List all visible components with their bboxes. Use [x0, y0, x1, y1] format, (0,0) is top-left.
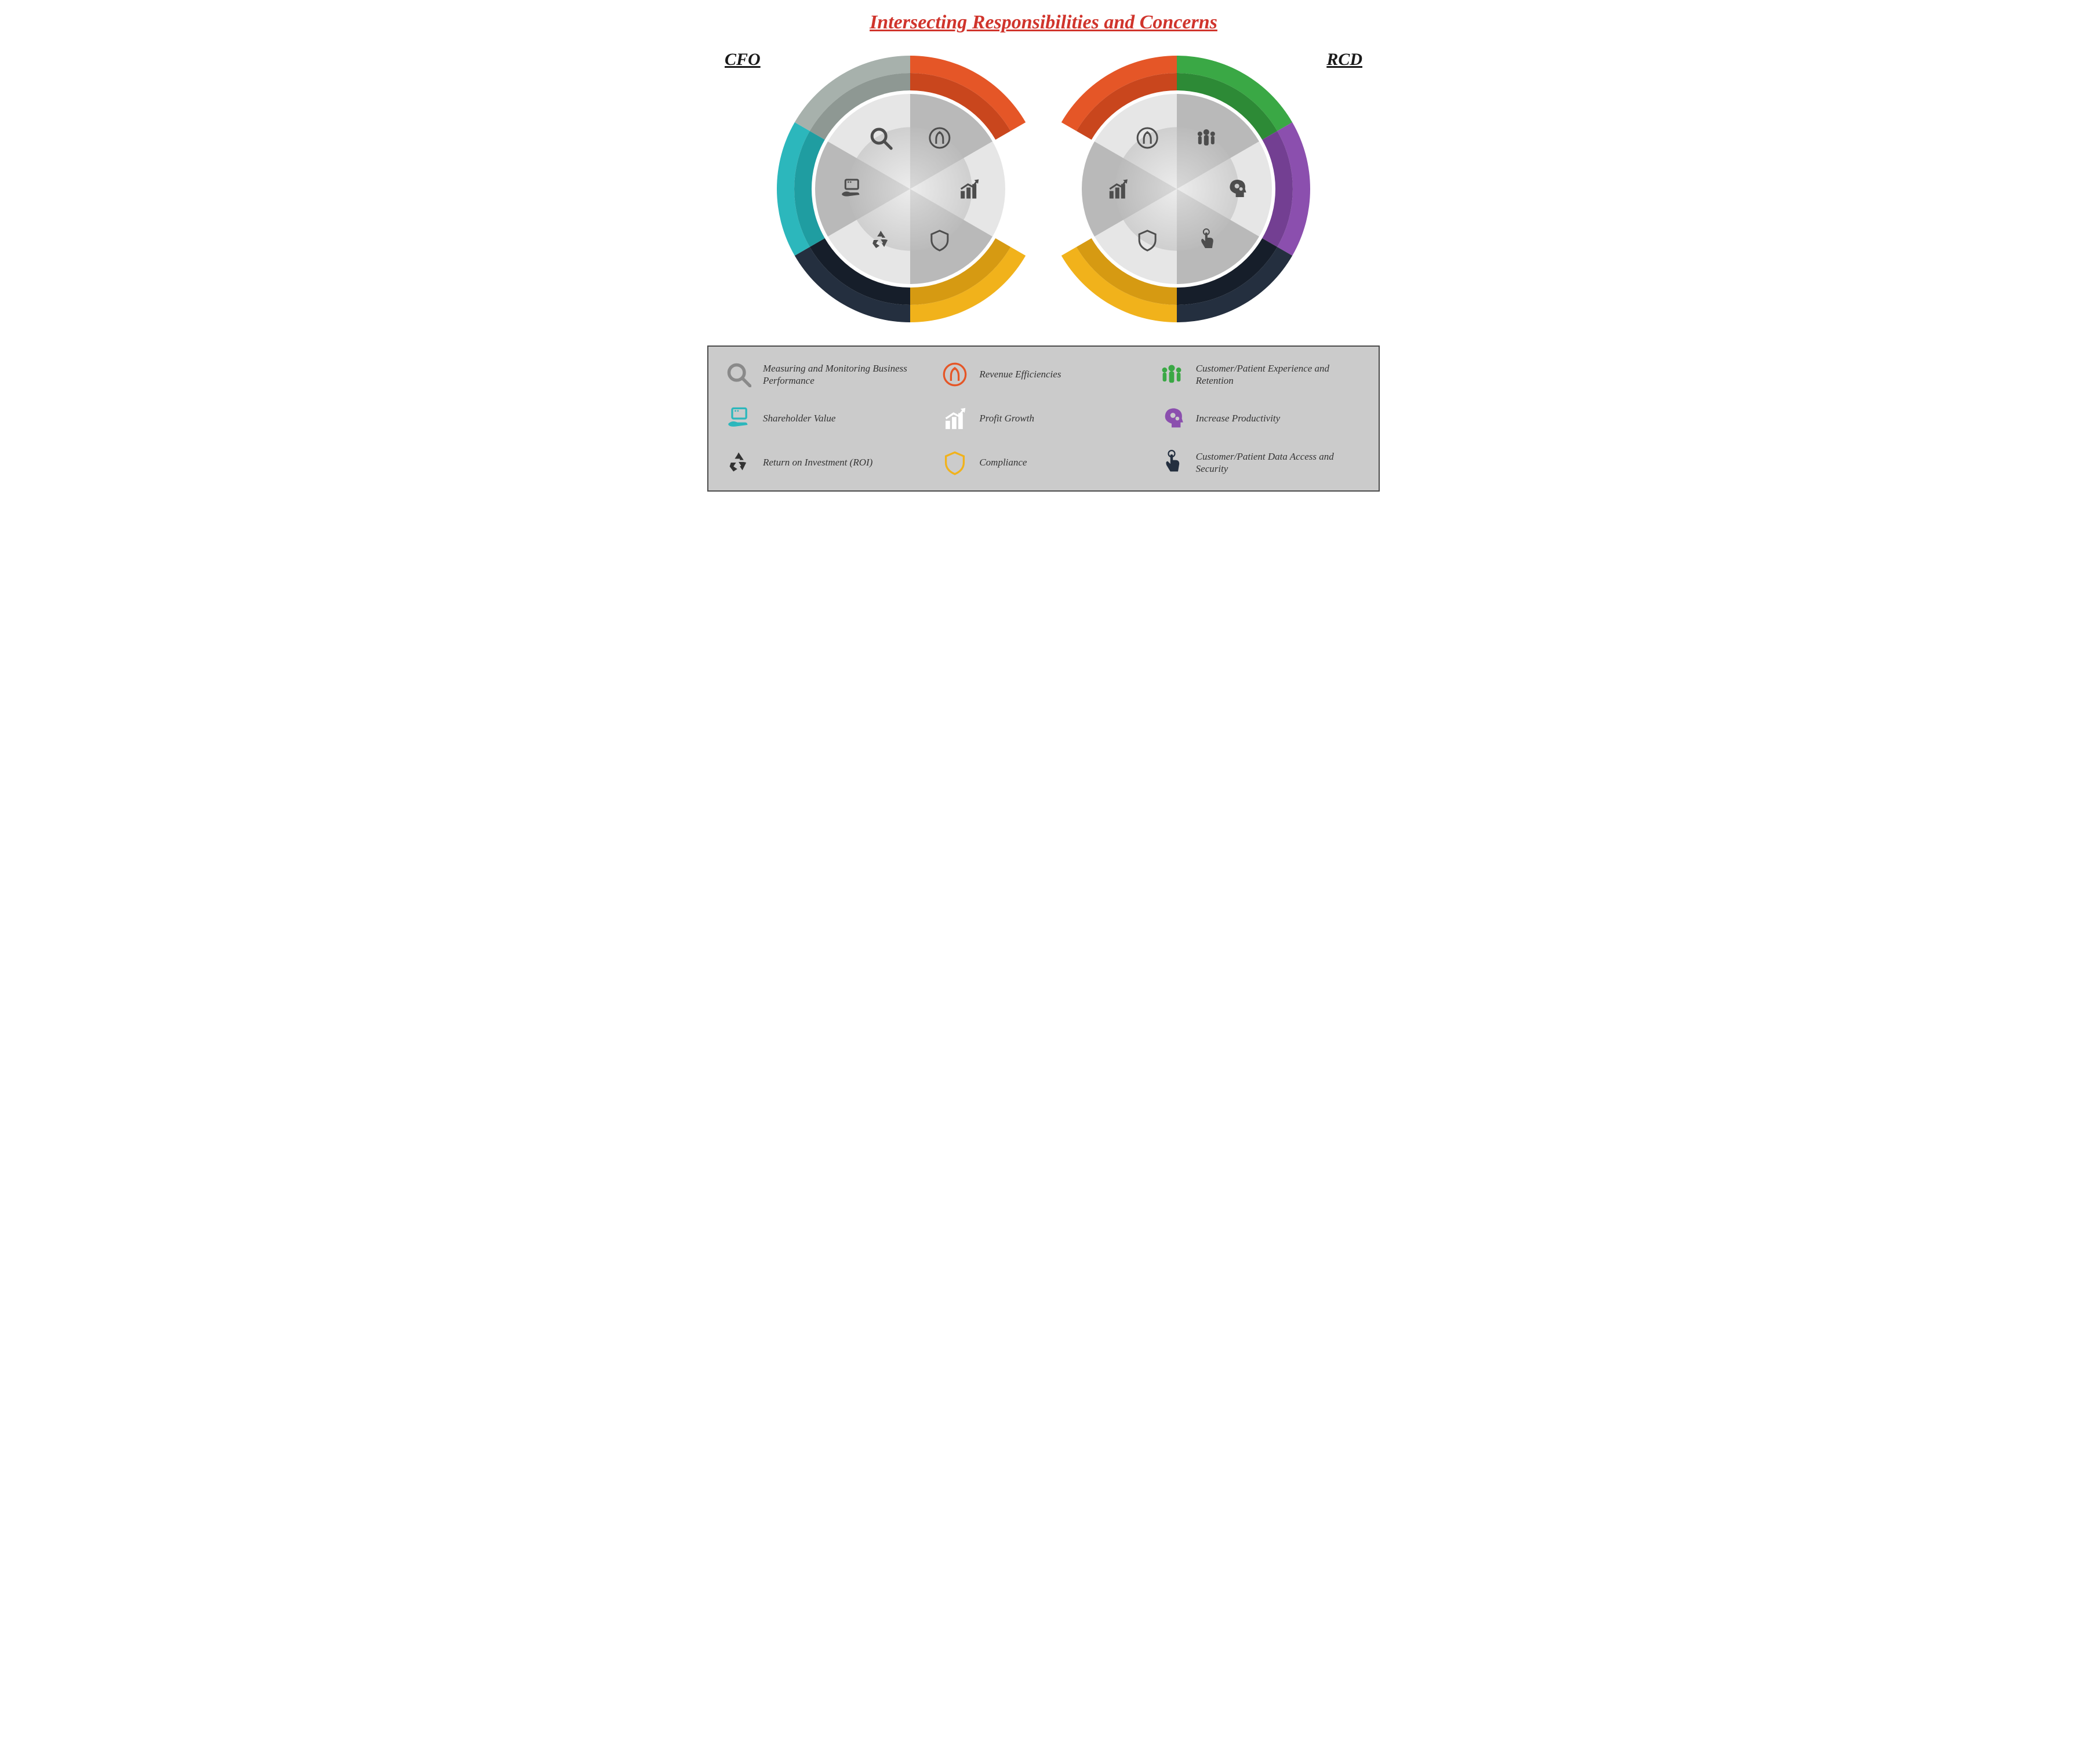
legend-item-measuring: Measuring and Monitoring Business Perfor…	[725, 361, 929, 388]
legend-item-data_access: Customer/Patient Data Access and Securit…	[1158, 449, 1362, 477]
hub-icon-customer_exp	[1198, 129, 1215, 146]
productivity-icon	[1158, 405, 1186, 432]
legend-box: Measuring and Monitoring Business Perfor…	[707, 345, 1380, 492]
legend-item-productivity: Increase Productivity	[1158, 405, 1362, 432]
legend-item-profit: Profit Growth	[941, 405, 1146, 432]
data_access-icon	[1158, 449, 1186, 477]
legend-text-revenue: Revenue Efficiencies	[979, 368, 1061, 380]
legend-text-profit: Profit Growth	[979, 412, 1034, 424]
profit-icon	[941, 405, 969, 432]
legend-item-compliance: Compliance	[941, 449, 1146, 477]
legend-text-roi: Return on Investment (ROI)	[763, 456, 872, 468]
legend-text-data_access: Customer/Patient Data Access and Securit…	[1196, 450, 1362, 475]
measuring-icon	[725, 361, 752, 388]
legend-text-shareholder: Shareholder Value	[763, 412, 835, 424]
legend-item-roi: Return on Investment (ROI)	[725, 449, 929, 477]
compliance-icon	[941, 449, 969, 477]
page-title: Intersecting Responsibilities and Concer…	[707, 12, 1380, 34]
role-label-cfo: CFO	[725, 50, 761, 70]
legend-item-shareholder: Shareholder Value	[725, 405, 929, 432]
legend-text-compliance: Compliance	[979, 456, 1027, 468]
legend-text-customer_exp: Customer/Patient Experience and Retentio…	[1196, 362, 1362, 387]
legend-item-customer_exp: Customer/Patient Experience and Retentio…	[1158, 361, 1362, 388]
customer_exp-icon	[1158, 361, 1186, 388]
legend-text-measuring: Measuring and Monitoring Business Perfor…	[763, 362, 929, 387]
cfo-wheel	[777, 56, 1044, 322]
venn-diagram: CFO RCD	[707, 44, 1380, 334]
shareholder-icon	[725, 405, 752, 432]
role-label-rcd: RCD	[1326, 50, 1362, 70]
revenue-icon	[941, 361, 969, 388]
rcd-wheel	[1044, 56, 1310, 322]
roi-icon	[725, 449, 752, 477]
legend-item-revenue: Revenue Efficiencies	[941, 361, 1146, 388]
legend-text-productivity: Increase Productivity	[1196, 412, 1281, 424]
